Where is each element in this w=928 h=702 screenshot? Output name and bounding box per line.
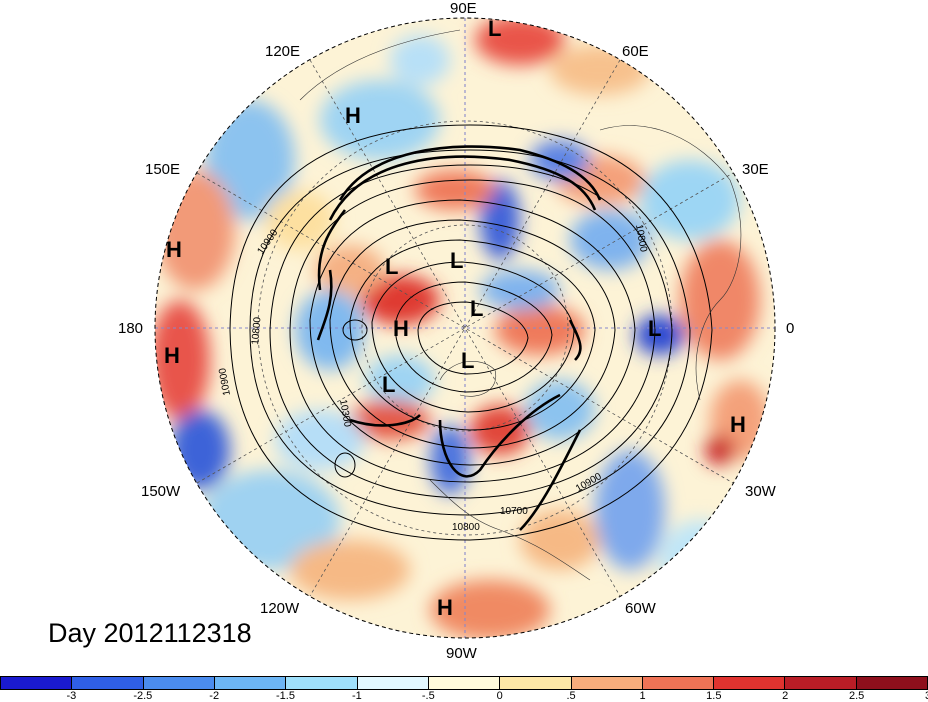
pressure-center-low: L — [385, 254, 399, 279]
map-border — [154, 17, 776, 639]
longitude-label-90e: 90E — [450, 0, 477, 17]
colorbar-tick-label: -1.5 — [276, 690, 295, 702]
longitude-label-120w: 120W — [260, 600, 300, 617]
pressure-center-low: L — [470, 296, 484, 321]
colorbar-tick-label: -2.5 — [133, 690, 153, 702]
height-contours — [229, 124, 713, 541]
pressure-center-high: H — [730, 412, 746, 437]
colorbar-tick-label: 2.5 — [848, 690, 865, 702]
longitude-label-150e: 150E — [145, 161, 181, 178]
colorbar-segment — [714, 677, 786, 689]
pressure-center-high: H — [345, 103, 361, 128]
longitude-label-90w: 90W — [446, 645, 477, 662]
colorbar-tick-label: 2 — [782, 690, 789, 702]
colorbar-segment — [571, 677, 643, 689]
contour-label: 10800 — [452, 522, 480, 533]
longitude-label-120e: 120E — [265, 43, 301, 60]
pressure-center-low: L — [488, 16, 502, 41]
pressure-center-low: L — [648, 316, 662, 341]
colorbar-segment — [72, 677, 144, 689]
contour-label: 10300 — [337, 399, 353, 429]
colorbar-segment — [1, 677, 73, 689]
pressure-center-high: H — [166, 237, 182, 262]
colorbar-segment — [428, 677, 501, 689]
longitude-label-60e: 60E — [622, 43, 649, 60]
date-label: Day 2012112318 — [48, 618, 252, 648]
colorbar-segment — [642, 677, 715, 689]
pressure-center-low: L — [461, 348, 475, 373]
colorbar-tick-label: 0 — [496, 690, 503, 702]
pressure-center-low: L — [450, 248, 464, 273]
colorbar-segment — [143, 677, 215, 689]
contour-label: 10700 — [500, 506, 528, 517]
jet-contours — [316, 145, 602, 531]
colorbar — [0, 676, 928, 690]
contour-label: 10900 — [217, 367, 233, 397]
colorbar-segment — [785, 677, 857, 689]
colorbar-segment — [357, 677, 429, 689]
colorbar-tick-label: .5 — [566, 690, 576, 702]
longitude-label-30e: 30E — [742, 161, 769, 178]
colorbar-tick-label: 1.5 — [706, 690, 722, 702]
colorbar-tick-label: -2 — [209, 690, 220, 702]
colorbar-segment — [500, 677, 572, 689]
colorbar-tick-label: -3 — [66, 690, 77, 702]
colorbar-tick-label: 3 — [925, 690, 928, 702]
colorbar-tick-label: -1 — [352, 690, 362, 702]
colorbar-segment — [856, 677, 928, 689]
colorbar-tick-label: 1 — [639, 690, 646, 702]
longitude-label-180: 180 — [118, 320, 144, 337]
pressure-center-high: H — [164, 343, 180, 368]
colorbar-segment — [286, 677, 358, 689]
pressure-center-low: L — [382, 372, 396, 397]
colorbar-segment — [214, 677, 287, 689]
pressure-center-high: H — [393, 316, 409, 341]
longitude-label-30w: 30W — [745, 483, 776, 500]
longitude-label-0: 0 — [786, 320, 795, 337]
contour-label: 10800 — [250, 316, 263, 345]
colorbar-tick-label: -.5 — [421, 690, 435, 702]
longitude-label-60w: 60W — [625, 600, 656, 617]
longitude-label-150w: 150W — [141, 483, 181, 500]
contour-label: 10800 — [633, 224, 649, 254]
pressure-center-high: H — [437, 595, 453, 620]
